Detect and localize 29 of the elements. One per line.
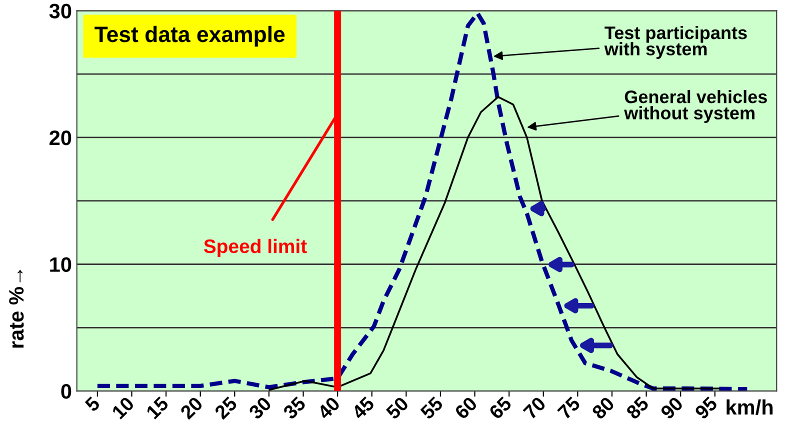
x-tick-label: 30 <box>248 396 272 420</box>
y-tick-label: 10 <box>50 257 72 272</box>
x-tick-label: 60 <box>454 396 478 420</box>
y-tick-label: 30 <box>49 4 72 18</box>
x-tick-label: 75 <box>557 396 581 420</box>
x-tick-label: 65 <box>488 396 512 420</box>
x-tick-label: 35 <box>282 396 307 420</box>
y-axis-title: rate %→ <box>9 270 24 348</box>
x-tick-label: 90 <box>660 396 684 420</box>
y-tick-label: 20 <box>50 130 72 146</box>
ref-line-label: Speed limit <box>204 238 307 258</box>
x-tick-label: 10 <box>111 396 135 420</box>
annotation: General vehicles without system <box>624 90 767 123</box>
x-tick-label: 25 <box>214 396 238 420</box>
annotation: Test participants with system <box>604 26 747 59</box>
x-tick-label: 5 <box>84 396 101 412</box>
x-axis-title: km/h <box>726 399 773 415</box>
x-tick-label: 85 <box>625 396 650 420</box>
x-tick-label: 95 <box>694 396 718 420</box>
y-tick-label: 0 <box>61 384 72 399</box>
x-tick-label: 20 <box>179 396 204 420</box>
x-tick-label: 50 <box>385 396 410 420</box>
x-tick-label: 80 <box>591 396 616 420</box>
x-tick-label: 45 <box>350 396 376 420</box>
x-tick-label: 40 <box>316 396 341 420</box>
text: Test data example <box>94 26 285 47</box>
x-tick-label: 55 <box>420 396 444 420</box>
x-tick-label: 70 <box>522 396 547 420</box>
x-tick-label: 15 <box>146 396 170 420</box>
